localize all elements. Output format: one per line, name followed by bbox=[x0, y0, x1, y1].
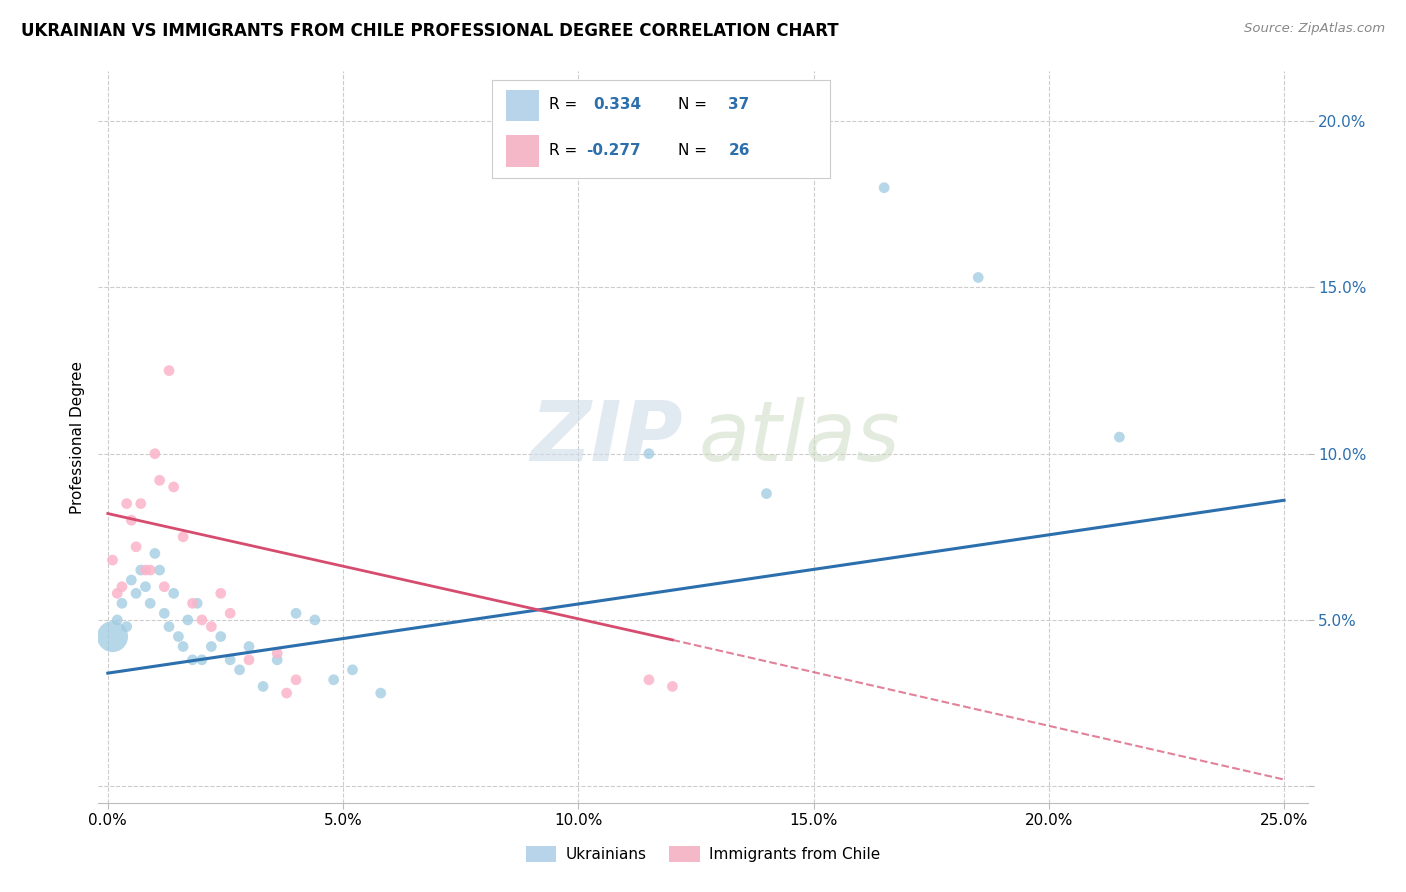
Point bbox=[276, 686, 298, 700]
Point bbox=[252, 680, 274, 694]
Point bbox=[285, 607, 308, 621]
Point bbox=[111, 596, 134, 610]
Point bbox=[238, 653, 260, 667]
Point bbox=[266, 653, 288, 667]
Point bbox=[149, 473, 172, 487]
Point bbox=[143, 447, 166, 461]
Point bbox=[191, 613, 214, 627]
Point bbox=[238, 640, 260, 654]
Point bbox=[172, 640, 194, 654]
Point bbox=[191, 653, 214, 667]
Point bbox=[101, 553, 124, 567]
Point bbox=[661, 680, 683, 694]
Point bbox=[304, 613, 326, 627]
Text: Source: ZipAtlas.com: Source: ZipAtlas.com bbox=[1244, 22, 1385, 36]
Point bbox=[101, 630, 124, 644]
Point bbox=[105, 586, 128, 600]
Point bbox=[181, 596, 204, 610]
Point bbox=[638, 673, 661, 687]
Point bbox=[219, 607, 242, 621]
Text: -0.277: -0.277 bbox=[586, 144, 641, 159]
Point bbox=[157, 363, 180, 377]
Bar bbox=[506, 136, 540, 167]
Point bbox=[111, 580, 134, 594]
Text: UKRAINIAN VS IMMIGRANTS FROM CHILE PROFESSIONAL DEGREE CORRELATION CHART: UKRAINIAN VS IMMIGRANTS FROM CHILE PROFE… bbox=[21, 22, 839, 40]
Point bbox=[172, 530, 194, 544]
Y-axis label: Professional Degree: Professional Degree bbox=[69, 360, 84, 514]
Text: atlas: atlas bbox=[699, 397, 901, 477]
Point bbox=[115, 497, 138, 511]
Point bbox=[186, 596, 208, 610]
Point bbox=[638, 447, 661, 461]
Point bbox=[153, 580, 176, 594]
Text: N =: N = bbox=[678, 97, 711, 112]
Point bbox=[163, 586, 186, 600]
Point bbox=[134, 563, 156, 577]
Point bbox=[967, 270, 990, 285]
Legend: Ukrainians, Immigrants from Chile: Ukrainians, Immigrants from Chile bbox=[520, 840, 886, 868]
Point bbox=[149, 563, 172, 577]
Point bbox=[370, 686, 392, 700]
Point bbox=[139, 563, 162, 577]
Text: 26: 26 bbox=[728, 144, 749, 159]
Point bbox=[873, 180, 896, 194]
Point bbox=[285, 673, 308, 687]
Text: 37: 37 bbox=[728, 97, 749, 112]
Point bbox=[342, 663, 364, 677]
Point bbox=[1108, 430, 1130, 444]
Text: R =: R = bbox=[550, 97, 582, 112]
Point bbox=[177, 613, 200, 627]
Point bbox=[200, 619, 222, 633]
Point bbox=[125, 540, 148, 554]
Point bbox=[209, 630, 232, 644]
Point bbox=[228, 663, 250, 677]
Point bbox=[167, 630, 190, 644]
Point bbox=[219, 653, 242, 667]
Point bbox=[266, 646, 288, 660]
Point bbox=[163, 480, 186, 494]
Bar bbox=[506, 90, 540, 121]
Point bbox=[129, 563, 152, 577]
Point bbox=[120, 513, 142, 527]
Point bbox=[129, 497, 152, 511]
Point bbox=[157, 619, 180, 633]
Point bbox=[143, 546, 166, 560]
Point bbox=[200, 640, 222, 654]
Point bbox=[125, 586, 148, 600]
Point bbox=[209, 586, 232, 600]
Point bbox=[134, 580, 156, 594]
Text: 0.334: 0.334 bbox=[593, 97, 641, 112]
Point bbox=[153, 607, 176, 621]
Point bbox=[755, 486, 778, 500]
Point bbox=[105, 613, 128, 627]
Text: N =: N = bbox=[678, 144, 711, 159]
Point bbox=[120, 573, 142, 587]
Point bbox=[322, 673, 344, 687]
Text: ZIP: ZIP bbox=[530, 397, 682, 477]
Text: R =: R = bbox=[550, 144, 582, 159]
Point bbox=[181, 653, 204, 667]
Point bbox=[139, 596, 162, 610]
Point bbox=[115, 619, 138, 633]
